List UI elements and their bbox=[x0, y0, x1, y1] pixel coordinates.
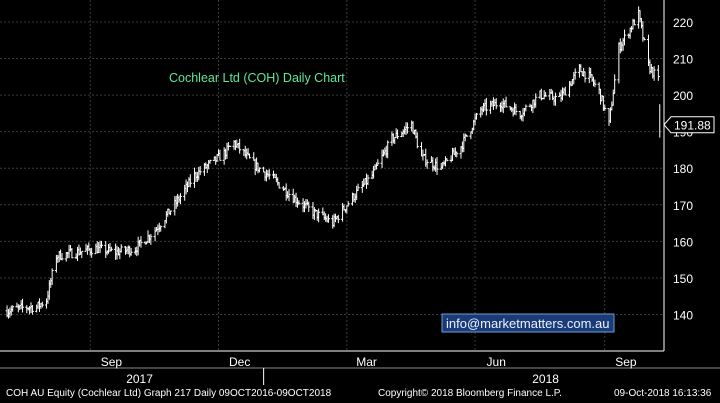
price-bar bbox=[129, 248, 133, 256]
x-month-label: Mar bbox=[356, 355, 377, 369]
price-bar bbox=[435, 157, 439, 175]
price-bar bbox=[475, 113, 479, 120]
price-bar bbox=[198, 165, 202, 176]
watermark-box bbox=[441, 313, 615, 333]
price-bar bbox=[623, 29, 627, 46]
price-bar bbox=[40, 301, 44, 308]
price-bar bbox=[366, 174, 370, 185]
price-bar bbox=[90, 247, 94, 258]
price-bar bbox=[267, 169, 271, 180]
last-price-tag bbox=[663, 116, 715, 134]
price-bar bbox=[603, 104, 607, 111]
y-tick-label: 160 bbox=[673, 235, 693, 249]
price-bar bbox=[563, 86, 567, 96]
price-bar bbox=[188, 174, 192, 188]
footer-timestamp: 09-Oct-2018 16:13:36 bbox=[614, 388, 712, 399]
price-bar bbox=[415, 132, 419, 149]
y-tick-label: 200 bbox=[673, 89, 693, 103]
price-bar bbox=[553, 92, 557, 106]
price-bar bbox=[504, 96, 508, 108]
x-year-label: 2018 bbox=[532, 372, 559, 385]
x-year-label: 2017 bbox=[126, 372, 153, 385]
price-bar bbox=[583, 71, 587, 83]
price-bar bbox=[21, 298, 25, 313]
price-bar bbox=[386, 140, 390, 159]
price-bar bbox=[119, 244, 123, 253]
price-bar bbox=[178, 193, 182, 205]
price-bar bbox=[100, 240, 104, 249]
last-price-label: 191.88 bbox=[674, 118, 711, 132]
price-bar bbox=[494, 98, 498, 110]
price-bar bbox=[228, 145, 232, 147]
footer-copyright: Copyright© 2018 Bloomberg Finance L.P. bbox=[378, 388, 562, 399]
price-bar bbox=[139, 236, 143, 248]
price-bar bbox=[524, 104, 528, 112]
price-bar bbox=[307, 201, 311, 212]
x-month-label: Jun bbox=[487, 355, 506, 369]
price-bar bbox=[376, 159, 380, 166]
price-bar bbox=[573, 68, 577, 80]
price-bar bbox=[218, 149, 222, 161]
price-bar bbox=[613, 74, 617, 94]
y-tick-label: 140 bbox=[673, 308, 693, 322]
price-bar bbox=[346, 201, 350, 207]
price-bar bbox=[30, 304, 34, 315]
price-bar bbox=[149, 234, 153, 245]
price-bar bbox=[534, 93, 538, 108]
y-tick-label: 210 bbox=[673, 53, 693, 67]
x-month-label: Dec bbox=[229, 355, 250, 369]
price-bar bbox=[544, 92, 548, 97]
y-tick-label: 220 bbox=[673, 16, 693, 30]
price-bar bbox=[11, 305, 15, 312]
price-bar bbox=[396, 129, 400, 140]
price-bar bbox=[656, 65, 660, 81]
price-bar bbox=[514, 104, 518, 116]
price-bar bbox=[287, 189, 291, 202]
price-bar bbox=[356, 183, 360, 192]
price-bar bbox=[50, 268, 54, 285]
price-chart-svg: 140150160170180190200210220SepDecMarJunS… bbox=[0, 0, 720, 385]
watermark-text: info@marketmatters.com.au bbox=[446, 316, 609, 331]
price-bar bbox=[317, 208, 321, 223]
footer: COH AU Equity (Cochlear Ltd) Graph 217 D… bbox=[0, 385, 720, 403]
price-bar bbox=[593, 79, 597, 88]
price-bar bbox=[642, 37, 646, 41]
price-bar bbox=[405, 122, 409, 134]
price-bar bbox=[70, 247, 74, 259]
y-tick-label: 150 bbox=[673, 272, 693, 286]
footer-left-text: COH AU Equity (Cochlear Ltd) Graph 217 D… bbox=[6, 388, 332, 399]
price-bar bbox=[257, 167, 261, 173]
y-tick-label: 180 bbox=[673, 162, 693, 176]
price-bar bbox=[277, 182, 281, 189]
price-bar bbox=[60, 253, 64, 261]
price-bar bbox=[109, 246, 113, 252]
price-bar bbox=[336, 214, 340, 224]
price-bar bbox=[159, 225, 163, 232]
price-bar bbox=[169, 210, 173, 216]
y-tick-label: 170 bbox=[673, 199, 693, 213]
price-bar bbox=[208, 159, 212, 164]
x-month-label: Sep bbox=[615, 355, 637, 369]
price-bar bbox=[652, 66, 656, 81]
chart-title: Cochlear Ltd (COH) Daily Chart bbox=[169, 71, 345, 85]
price-bar bbox=[238, 138, 242, 154]
price-bar bbox=[425, 159, 429, 169]
price-bar bbox=[326, 214, 330, 223]
price-bar bbox=[248, 153, 252, 159]
price-bar bbox=[632, 19, 636, 26]
price-bar bbox=[484, 98, 488, 116]
price-bar bbox=[445, 158, 449, 162]
price-bar bbox=[465, 134, 469, 137]
price-bar bbox=[80, 250, 84, 259]
price-bar bbox=[455, 151, 459, 158]
x-month-label: Sep bbox=[101, 355, 123, 369]
price-bar bbox=[297, 200, 301, 206]
